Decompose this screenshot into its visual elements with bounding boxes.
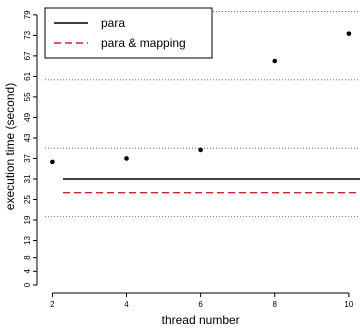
data-point — [124, 156, 129, 161]
scatter-points — [50, 31, 352, 165]
x-tick-label: 4 — [124, 300, 129, 309]
x-axis-ticks: 2 4 6 8 10 — [50, 293, 354, 309]
data-point — [346, 31, 352, 36]
reference-lines — [63, 178, 360, 194]
y-tick-label: 61 — [23, 71, 32, 80]
y-tick-label: 13 — [23, 236, 32, 245]
y-tick-label: 37 — [23, 153, 32, 162]
legend-label: para — [101, 16, 125, 30]
y-tick-label: 31 — [23, 174, 32, 183]
data-point — [50, 159, 55, 165]
y-axis-ticks: 0 4 8 13 19 25 31 37 43 49 55 61 67 73 79 — [23, 10, 37, 287]
y-tick-label: 43 — [23, 133, 32, 142]
data-point — [272, 58, 278, 64]
y-tick-label: 8 — [23, 255, 32, 260]
axes: 2 4 6 8 10 0 4 8 13 19 25 31 37 43 49 55 61 67 73 79 — [23, 10, 354, 309]
y-tick-label: 67 — [23, 51, 32, 60]
legend-label: para & mapping — [101, 36, 186, 50]
x-tick-label: 2 — [50, 300, 55, 309]
y-tick-label: 0 — [23, 282, 32, 287]
y-tick-label: 4 — [23, 269, 32, 274]
y-tick-label: 73 — [23, 30, 32, 39]
y-tick-label: 55 — [23, 92, 32, 101]
y-axis-title: execution time (second) — [3, 83, 17, 210]
y-tick-label: 25 — [23, 195, 32, 204]
x-tick-label: 6 — [198, 300, 203, 309]
legend-box — [44, 7, 213, 59]
x-axis-title: thread number — [162, 313, 240, 327]
y-tick-label: 79 — [23, 10, 32, 19]
x-tick-label: 8 — [273, 300, 278, 309]
legend: para para & mapping — [44, 7, 213, 59]
y-tick-label: 49 — [23, 112, 32, 121]
x-tick-label: 10 — [344, 300, 353, 309]
data-point — [198, 147, 203, 153]
y-tick-label: 19 — [23, 215, 32, 224]
